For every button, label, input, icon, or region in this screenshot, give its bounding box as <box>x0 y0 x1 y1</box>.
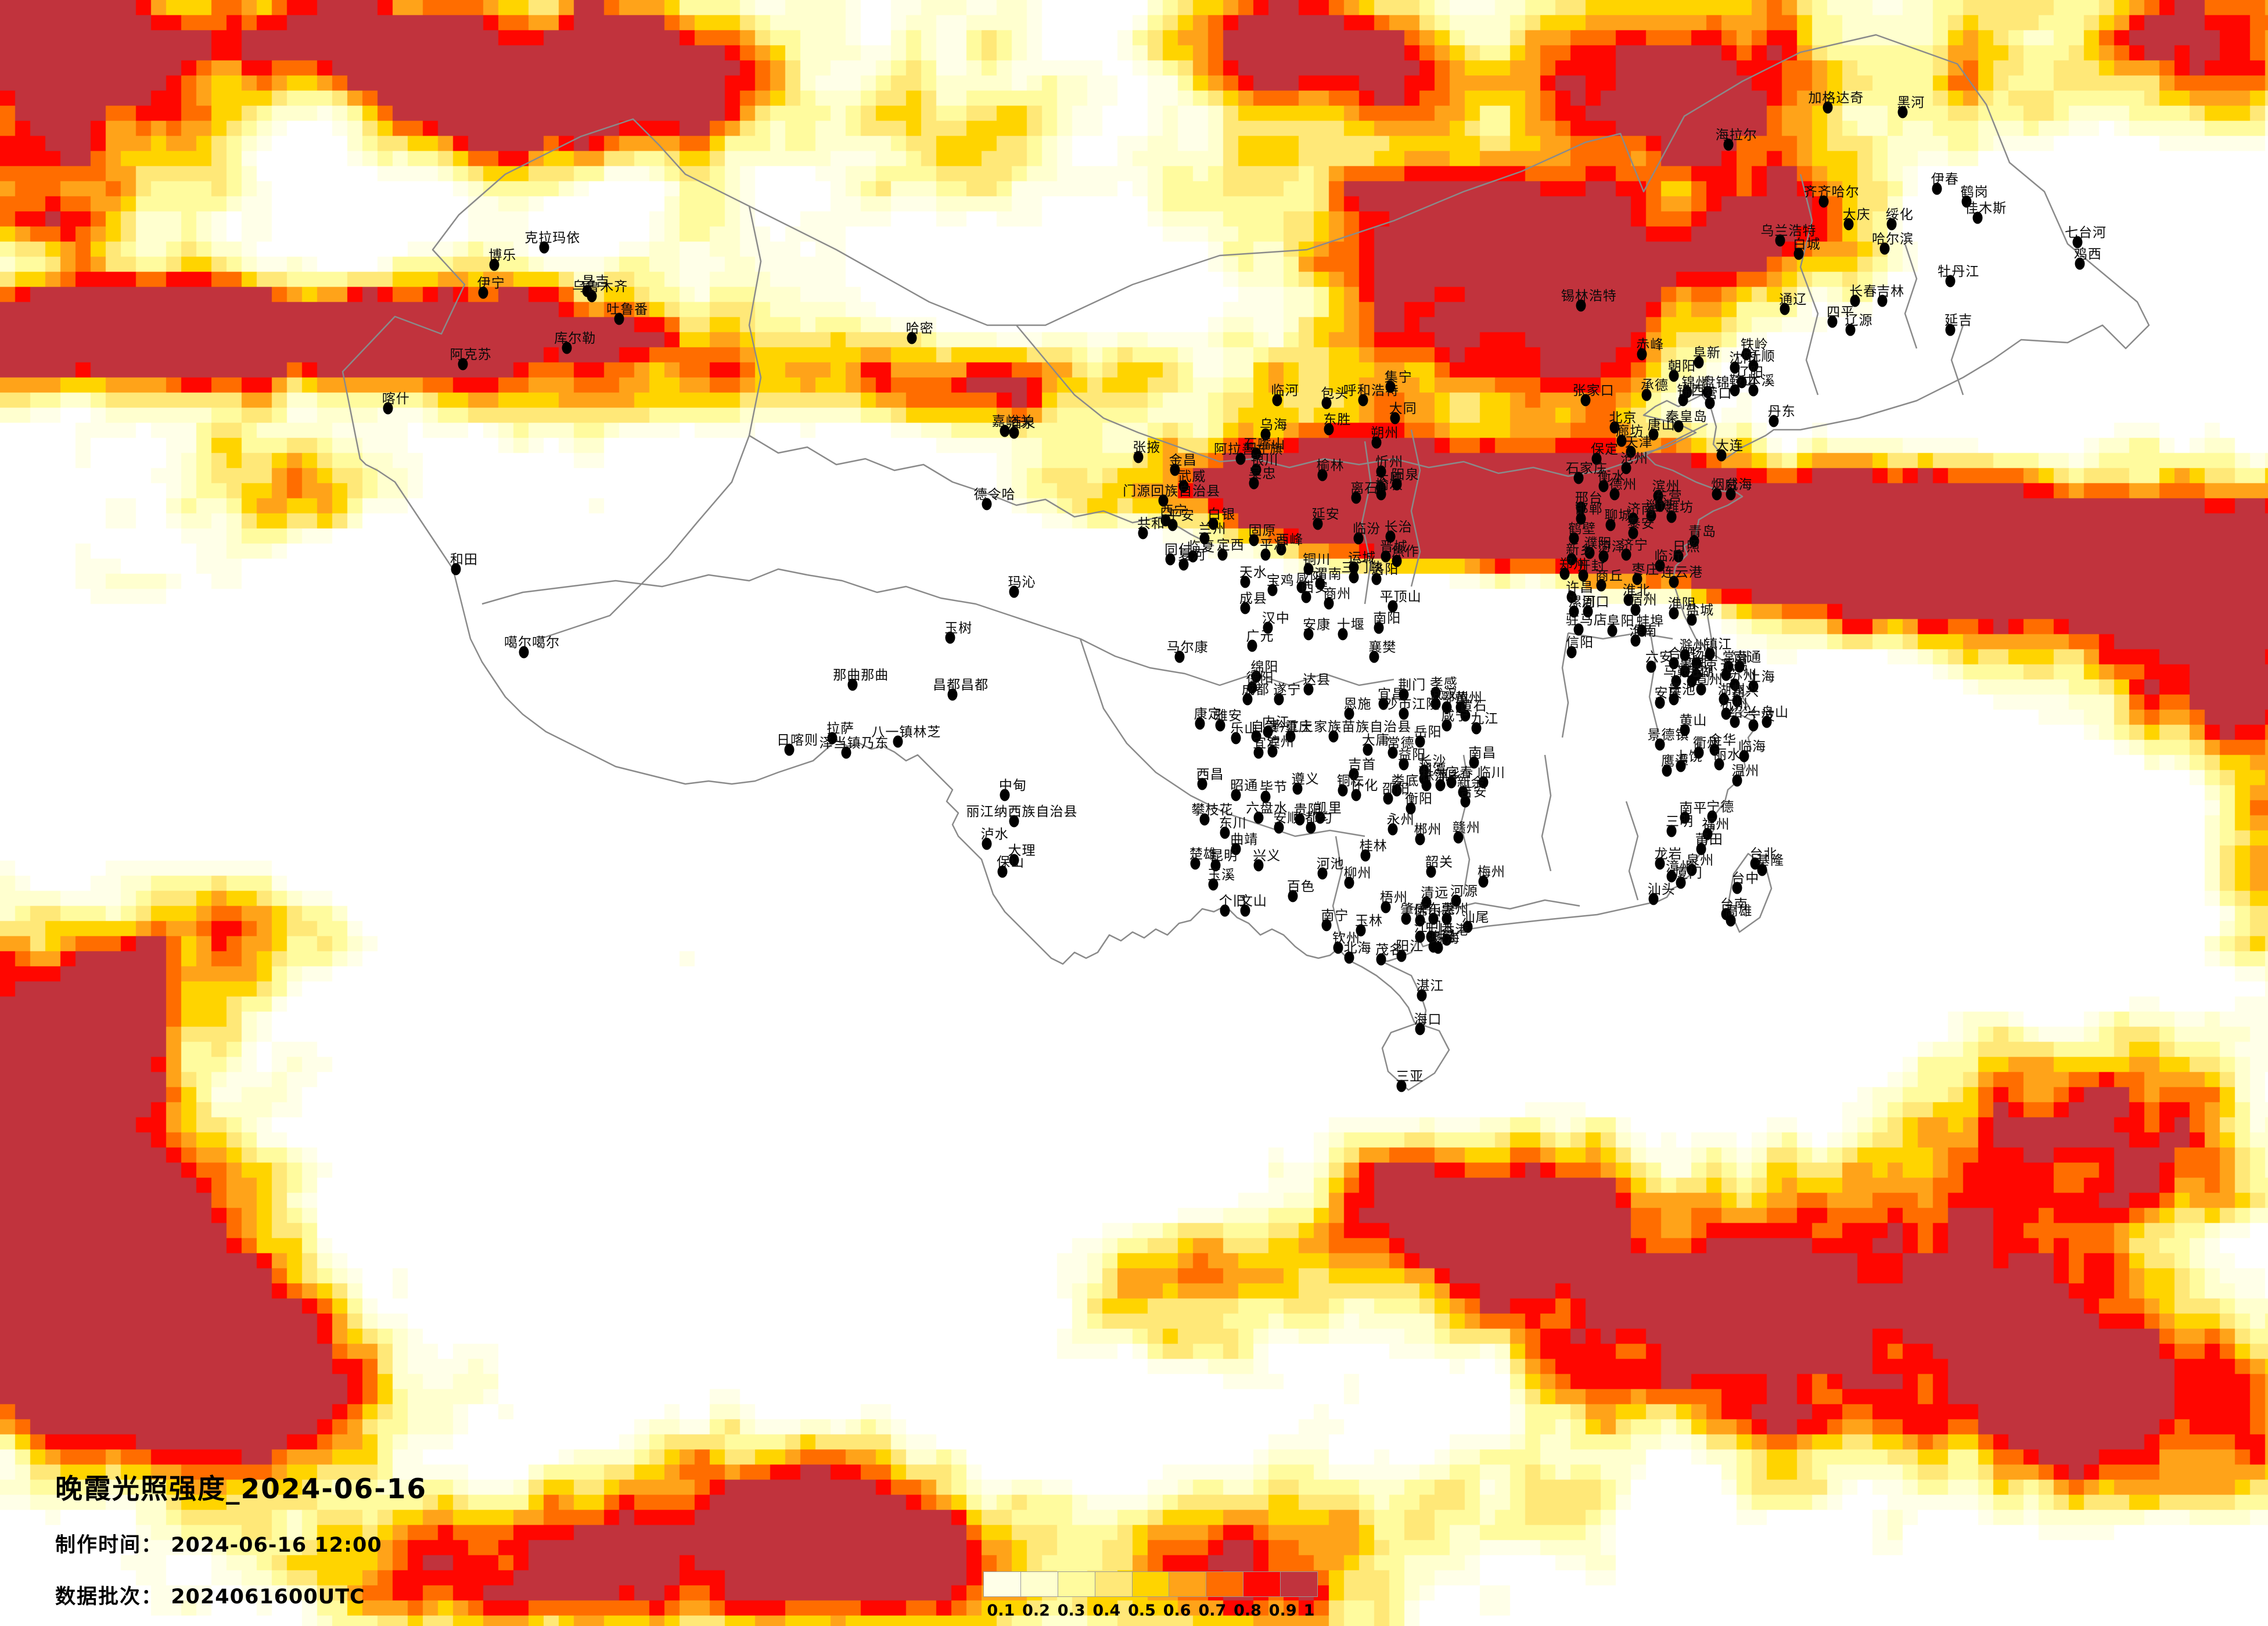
legend-swatch <box>1095 1572 1133 1596</box>
legend-swatch <box>1281 1572 1318 1596</box>
legend-swatch-strip <box>983 1571 1318 1597</box>
map-title: 晚霞光照强度_2024-06-16 <box>55 1473 427 1505</box>
legend-tick-label: 0.7 <box>1198 1602 1227 1620</box>
batch-value: 2024061600UTC <box>171 1585 365 1609</box>
legend-tick-label: 0.5 <box>1128 1602 1156 1620</box>
legend-swatch <box>1020 1572 1058 1596</box>
legend-tick-label: 0.6 <box>1163 1602 1191 1620</box>
legend-swatch <box>1243 1572 1281 1596</box>
legend-swatch <box>1058 1572 1095 1596</box>
legend-swatch <box>1132 1572 1170 1596</box>
batch-label: 数据批次： <box>55 1585 163 1609</box>
legend-tick-label: 0.1 <box>987 1602 1015 1620</box>
legend-tick-label: 0.2 <box>1022 1602 1050 1620</box>
intensity-legend: 0.1 0.2 0.3 0.4 0.5 0.6 0.7 0.8 0.9 1 <box>983 1571 1318 1620</box>
make-time-label: 制作时间： <box>55 1534 163 1557</box>
legend-label-row: 0.1 0.2 0.3 0.4 0.5 0.6 0.7 0.8 0.9 1 <box>983 1602 1318 1620</box>
make-time-value: 2024-06-16 12:00 <box>171 1534 382 1557</box>
legend-tick-label: 0.9 <box>1268 1602 1297 1620</box>
legend-tick-label: 0.3 <box>1057 1602 1086 1620</box>
legend-swatch <box>1206 1572 1244 1596</box>
caption-block: 晚霞光照强度_2024-06-16 制作时间： 2024-06-16 12:00… <box>55 1466 427 1610</box>
legend-tick-label: 1 <box>1303 1602 1315 1620</box>
legend-swatch <box>984 1572 1021 1596</box>
batch-line: 数据批次： 2024061600UTC <box>55 1580 427 1610</box>
legend-swatch <box>1169 1572 1207 1596</box>
legend-tick-label: 0.4 <box>1092 1602 1121 1620</box>
legend-tick-label: 0.8 <box>1234 1602 1261 1620</box>
make-time-line: 制作时间： 2024-06-16 12:00 <box>55 1528 427 1558</box>
